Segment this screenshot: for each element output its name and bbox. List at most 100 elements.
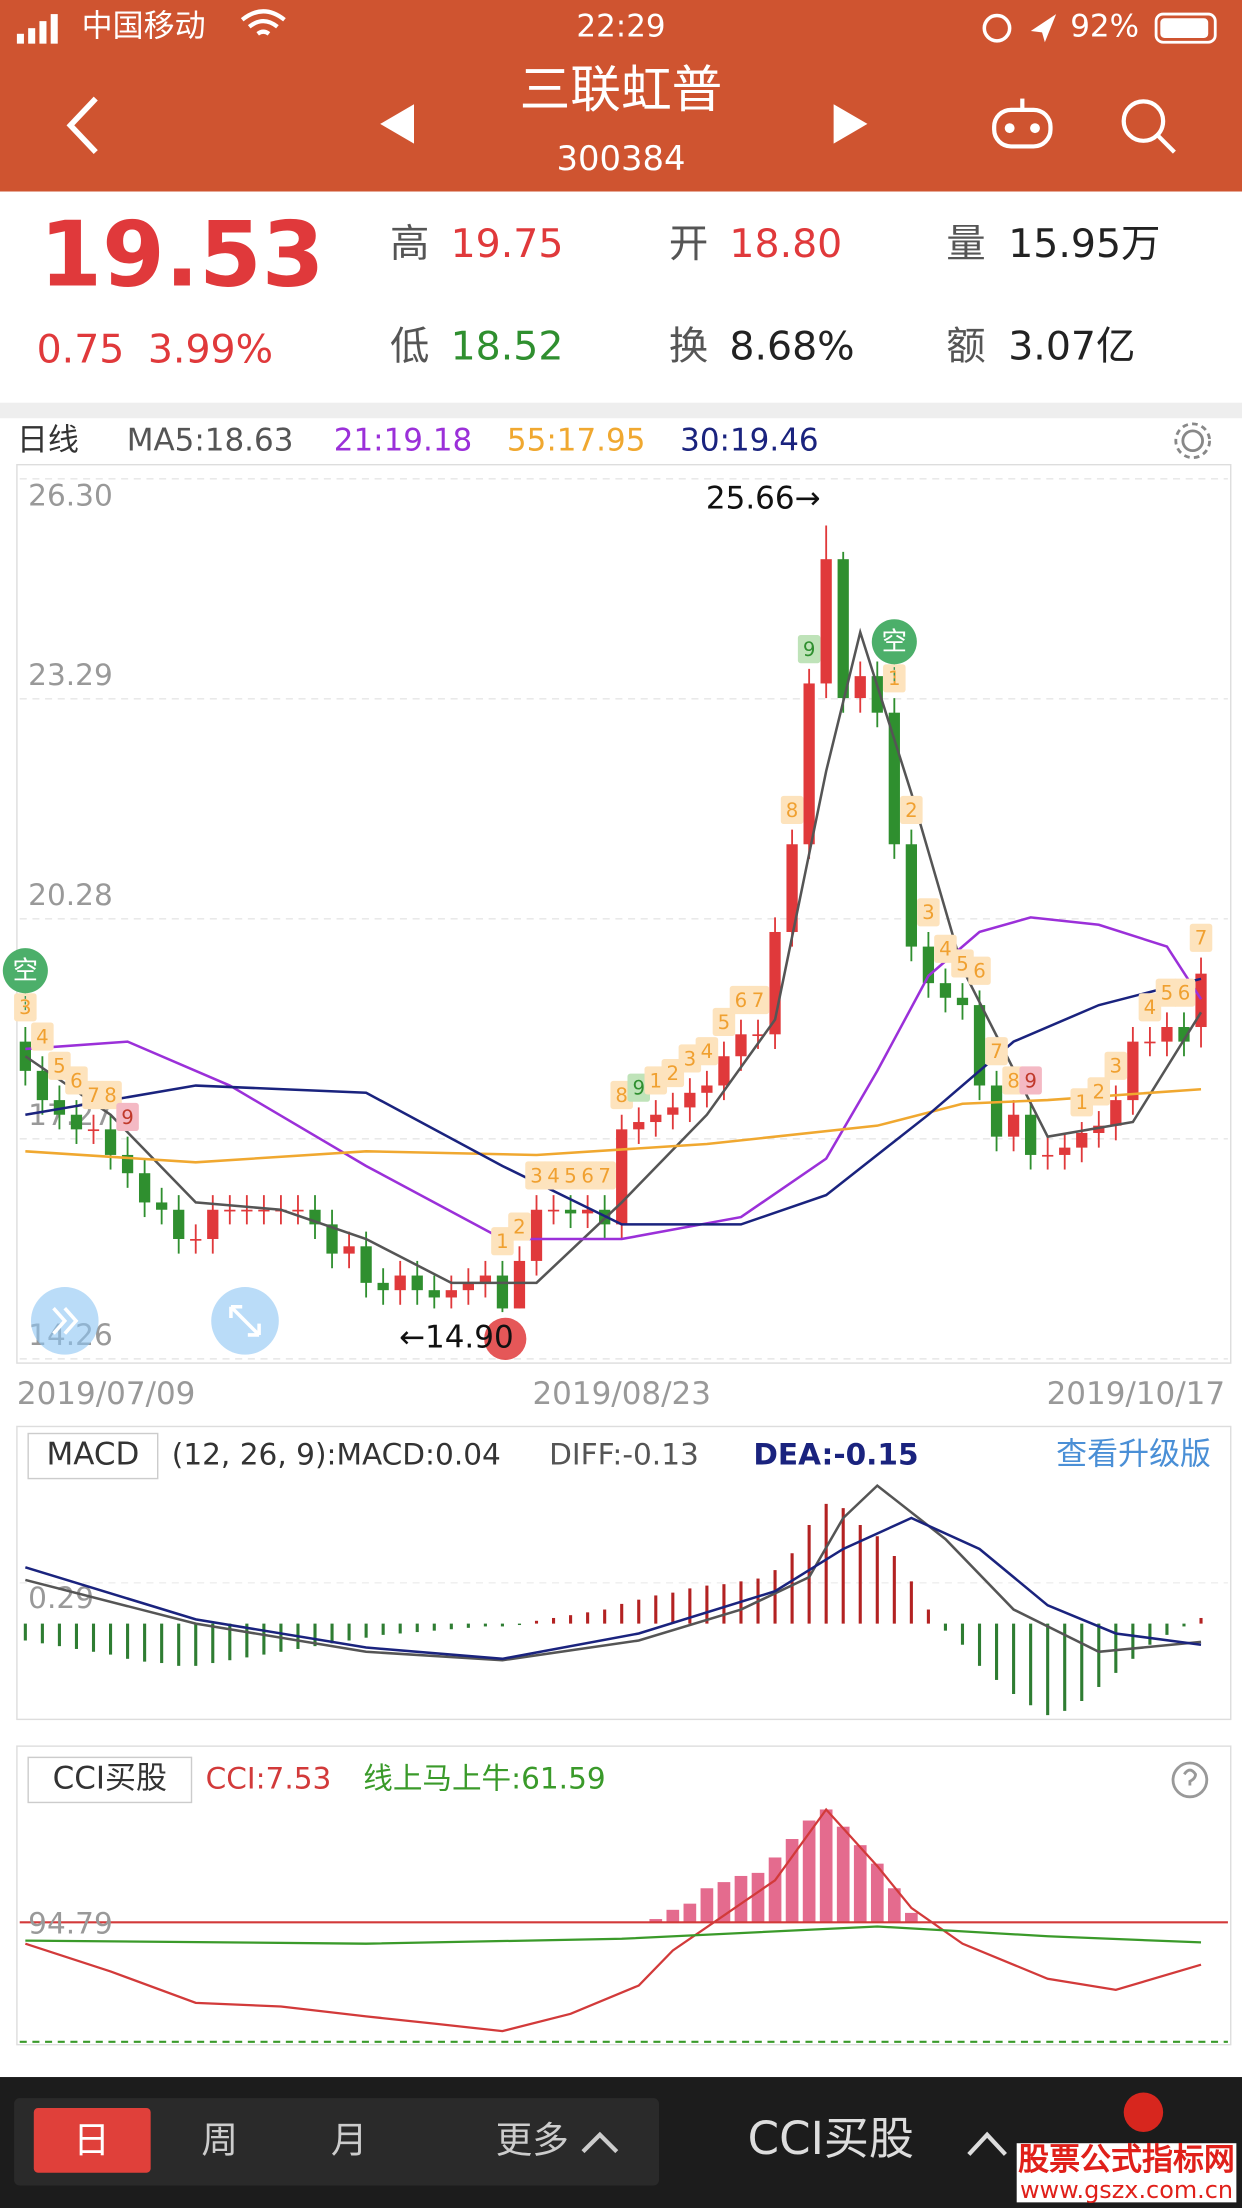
td-label: 8 bbox=[786, 799, 799, 822]
legend-entry: DIFF:-0.13 bbox=[549, 1438, 699, 1472]
candle-body bbox=[1178, 1027, 1190, 1042]
candle-body bbox=[394, 1275, 406, 1291]
back-button[interactable] bbox=[66, 96, 98, 155]
signal-label: 空 bbox=[882, 626, 907, 656]
td-label: 3 bbox=[922, 901, 935, 924]
watermark: 股票公式指标网 bbox=[1018, 2142, 1235, 2178]
candle-body bbox=[309, 1209, 321, 1225]
chevron bbox=[581, 2131, 619, 2154]
td-label: 7 bbox=[752, 989, 765, 1012]
series-line bbox=[24, 1516, 1202, 1661]
td-label: 6 bbox=[581, 1164, 594, 1187]
clock: 22:29 bbox=[576, 9, 665, 45]
y-tick-label: 0.29 bbox=[28, 1581, 94, 1615]
td-box bbox=[508, 1212, 531, 1241]
candle-body bbox=[973, 1005, 986, 1086]
series-line bbox=[25, 916, 1203, 1241]
td-box bbox=[951, 949, 974, 978]
next-stock[interactable] bbox=[833, 104, 868, 144]
td-box bbox=[900, 795, 923, 825]
candle-body bbox=[19, 1041, 31, 1071]
candle-body bbox=[803, 683, 815, 845]
candle-body bbox=[156, 1202, 168, 1210]
icon bbox=[52, 1307, 79, 1335]
candle-body bbox=[1093, 1125, 1105, 1134]
tab[interactable]: 更多 bbox=[496, 2118, 569, 2161]
td-box bbox=[712, 1007, 736, 1036]
cci-bar bbox=[751, 1872, 765, 1923]
td-label: 8 bbox=[615, 1084, 628, 1107]
candle-body bbox=[564, 1209, 577, 1214]
y-tick-label: 23.29 bbox=[28, 658, 113, 692]
candle-body bbox=[1042, 1154, 1054, 1157]
candle-body bbox=[939, 983, 952, 998]
signal-label: 空 bbox=[13, 955, 38, 985]
indicator-button[interactable] bbox=[27, 1756, 193, 1804]
candle-body bbox=[684, 1092, 696, 1108]
candle-body bbox=[718, 1056, 730, 1086]
indicator-selector[interactable]: CCI买股 bbox=[748, 2112, 914, 2165]
label: 量 bbox=[946, 221, 985, 267]
td-label: 6 bbox=[70, 1069, 83, 1092]
td-label: 5 bbox=[53, 1055, 66, 1078]
td-box bbox=[99, 1080, 122, 1110]
td-label: 8 bbox=[104, 1084, 117, 1107]
candle-body bbox=[871, 676, 883, 713]
td-box bbox=[82, 1080, 105, 1110]
candle-body bbox=[360, 1246, 372, 1283]
value: 19.75 bbox=[451, 221, 564, 267]
candle-body bbox=[462, 1282, 474, 1291]
candle-body bbox=[547, 1209, 560, 1212]
td-label: 9 bbox=[803, 638, 816, 661]
candle-body bbox=[87, 1129, 100, 1132]
td-box bbox=[65, 1066, 88, 1095]
prev-stock[interactable] bbox=[380, 104, 414, 144]
candle-body bbox=[905, 844, 917, 947]
overlay bbox=[30, 1287, 279, 1355]
td-label: 6 bbox=[973, 960, 986, 983]
candle-body bbox=[428, 1290, 440, 1298]
candle-body bbox=[1076, 1133, 1088, 1148]
candle-body bbox=[36, 1070, 49, 1101]
td-box bbox=[559, 1161, 582, 1190]
candle-body bbox=[343, 1246, 355, 1254]
tab[interactable]: 月 bbox=[331, 2118, 368, 2161]
td-box bbox=[661, 1059, 685, 1088]
cci-bar bbox=[887, 1888, 901, 1923]
legend-entry: CCI:7.53 bbox=[206, 1761, 332, 1795]
carrier: 中国移动 bbox=[82, 9, 206, 45]
robot-button[interactable] bbox=[992, 98, 1053, 149]
candle-body bbox=[1144, 1041, 1156, 1044]
candle-body bbox=[633, 1122, 645, 1130]
td-label: 7 bbox=[990, 1040, 1003, 1063]
td-label: 6 bbox=[735, 989, 748, 1012]
x-tick-label: 2019/10/17 bbox=[1047, 1376, 1226, 1412]
tab-active[interactable] bbox=[33, 2108, 151, 2173]
td-box bbox=[917, 898, 940, 927]
tab[interactable]: 日 bbox=[73, 2118, 110, 2161]
candle-body bbox=[616, 1129, 628, 1225]
value: 18.52 bbox=[451, 324, 564, 370]
upgrade-link[interactable]: 查看升级版 bbox=[1056, 1437, 1211, 1473]
candle-body bbox=[650, 1114, 662, 1123]
change-pct: 3.99% bbox=[148, 327, 273, 373]
search-button[interactable] bbox=[1121, 99, 1176, 154]
signal-badge bbox=[2, 948, 48, 994]
candle-body bbox=[888, 712, 900, 845]
period-title: 日线 bbox=[17, 423, 79, 459]
td-label: 2 bbox=[905, 799, 918, 822]
help-button[interactable] bbox=[1171, 1761, 1209, 1799]
candle-body bbox=[854, 676, 866, 699]
indicator-button[interactable] bbox=[27, 1432, 159, 1480]
period-tabs bbox=[14, 2098, 660, 2186]
td-label: 6 bbox=[1178, 982, 1191, 1005]
td-box bbox=[934, 934, 957, 963]
td-box bbox=[883, 664, 906, 693]
settings-button[interactable] bbox=[1174, 422, 1212, 460]
tab[interactable]: 周 bbox=[201, 2118, 238, 2161]
cci-bar bbox=[819, 1809, 833, 1923]
candle-body bbox=[326, 1224, 338, 1254]
stock-name: 三联虹普 bbox=[520, 60, 723, 119]
candle-body bbox=[292, 1209, 304, 1212]
